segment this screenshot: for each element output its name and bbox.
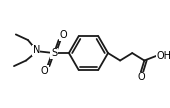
Text: O: O [41,66,48,76]
Text: OH: OH [156,51,170,61]
Text: O: O [59,30,67,40]
Text: O: O [138,72,145,82]
Text: N: N [33,45,40,55]
Text: S: S [51,48,57,58]
